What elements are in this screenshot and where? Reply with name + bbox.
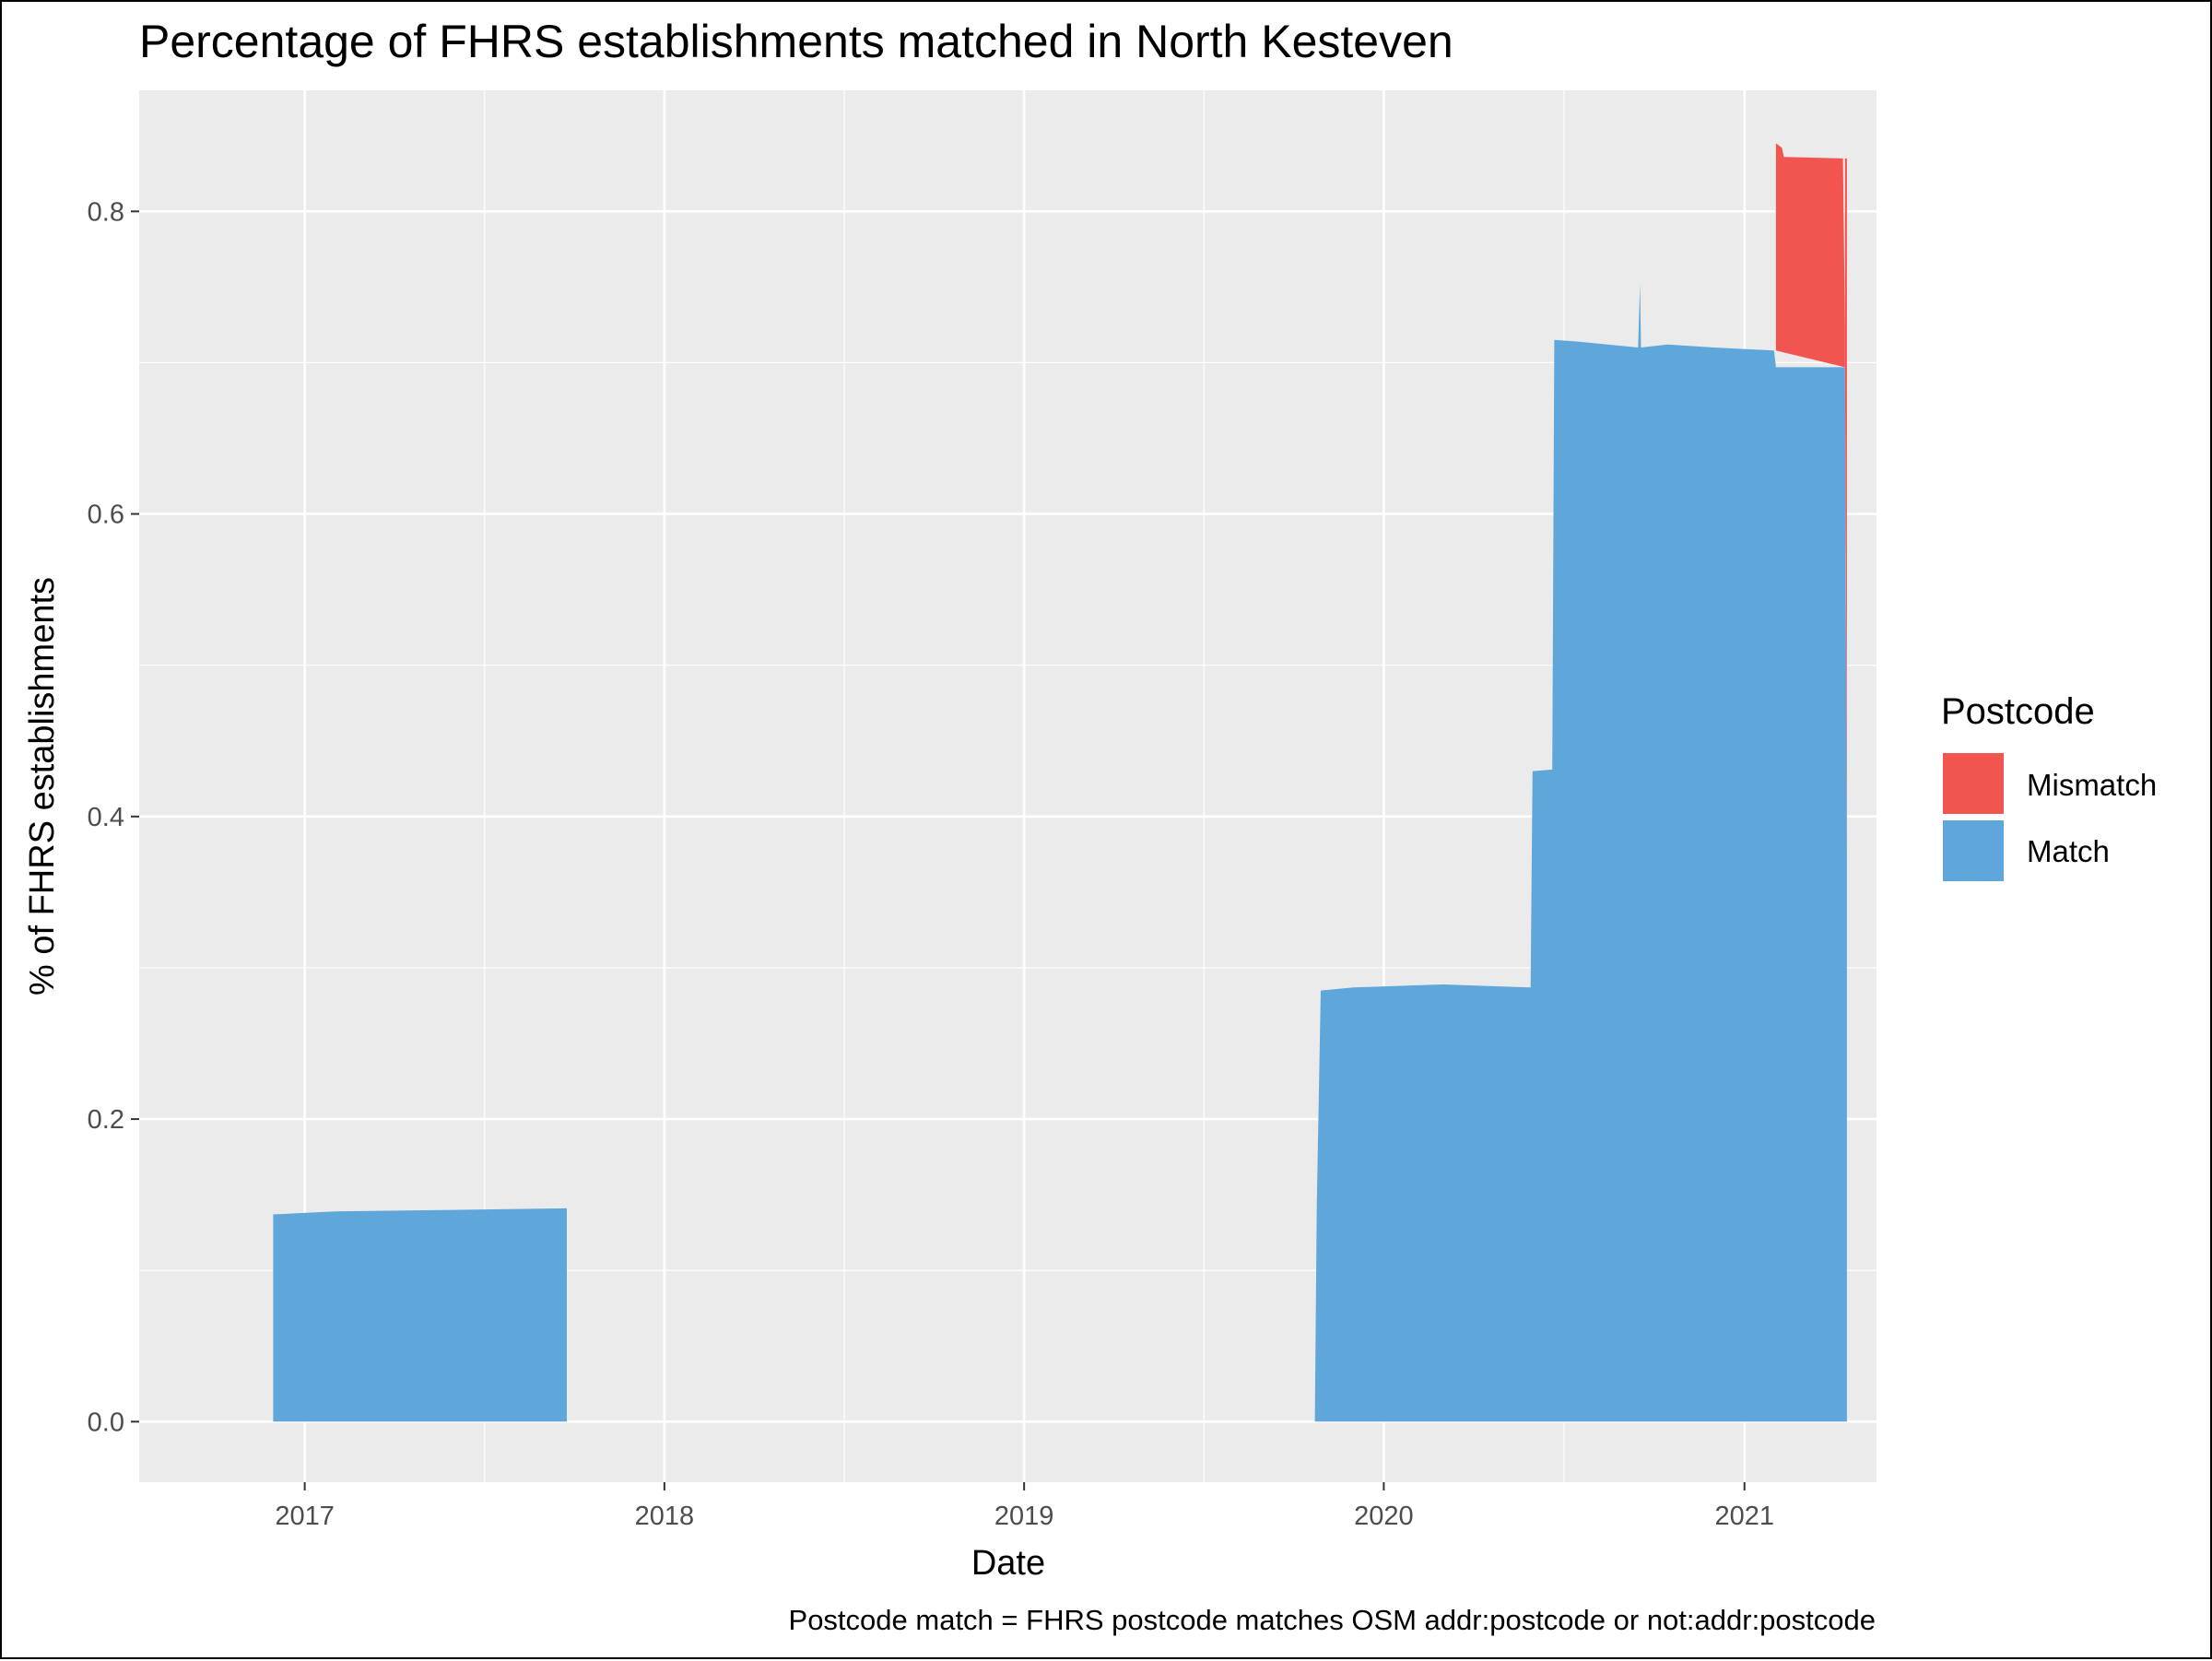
legend-label-match: Match (2027, 834, 2110, 868)
ticks: 0.0 0.2 0.4 0.6 0.8 2017 2018 2019 2020 2021 (88, 197, 1774, 1531)
x-tick-label: 2019 (994, 1502, 1054, 1531)
x-tick-label: 2021 (1714, 1502, 1774, 1531)
y-tick-label: 0.6 (88, 501, 124, 530)
series-area-mismatch (1844, 158, 1847, 854)
y-tick-label: 0.2 (88, 1105, 124, 1135)
legend-swatch-mismatch (1943, 753, 2004, 814)
x-tick-label: 2018 (635, 1502, 695, 1531)
x-tick-label: 2020 (1354, 1502, 1414, 1531)
legend-label-mismatch: Mismatch (2027, 768, 2157, 802)
legend: Postcode Mismatch Match (1941, 691, 2157, 881)
y-tick-label: 0.4 (88, 803, 124, 832)
y-tick-label: 0.8 (88, 197, 124, 227)
legend-title: Postcode (1941, 691, 2095, 732)
y-axis-title: % of FHRS establishments (23, 577, 62, 995)
series-area-mismatch (1775, 143, 1845, 368)
chart-title: Percentage of FHRS establishments matche… (139, 16, 1453, 67)
x-tick-label: 2017 (275, 1502, 335, 1531)
series-area-match (273, 284, 1847, 1422)
series-layer (273, 143, 1847, 1422)
chart-caption: Postcode match = FHRS postcode matches O… (789, 1604, 1876, 1636)
legend-swatch-match (1943, 820, 2004, 881)
y-tick-label: 0.0 (88, 1408, 124, 1437)
x-axis-title: Date (971, 1544, 1045, 1583)
